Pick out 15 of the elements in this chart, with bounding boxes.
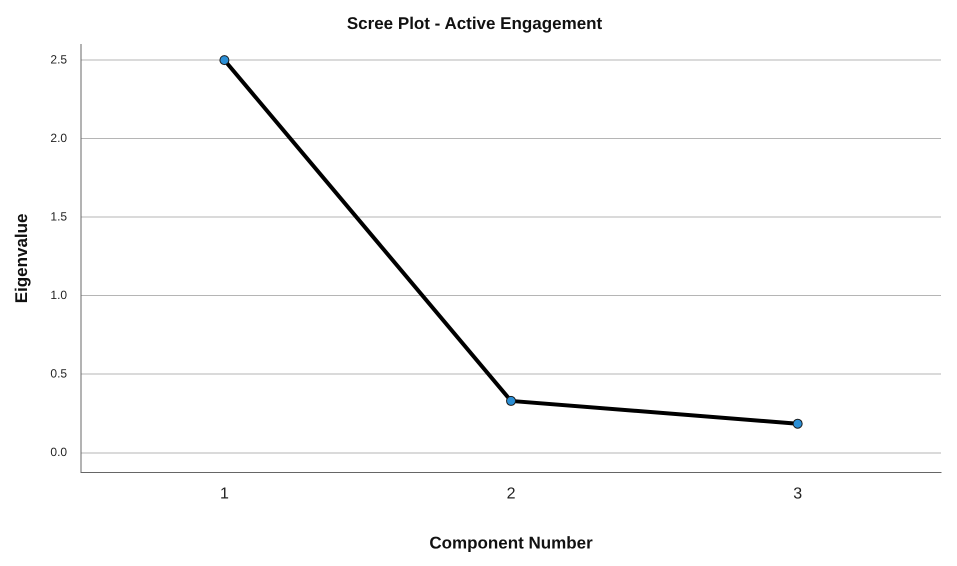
point xyxy=(219,55,230,66)
x-tick-label: 3 xyxy=(793,485,802,502)
x-axis-title: Component Number xyxy=(429,533,594,552)
y-tick-label: 2.5 xyxy=(50,52,68,66)
y-axis-title: Eigenvalue xyxy=(12,214,31,304)
point xyxy=(506,396,516,406)
y-tick-label: 2.0 xyxy=(50,130,68,145)
y-tick-label: 0.0 xyxy=(50,445,68,460)
point xyxy=(792,418,803,429)
chart-title: Scree Plot - Active Engagement xyxy=(346,14,603,33)
y-tick-label: 0.5 xyxy=(50,366,68,381)
y-tick-label: 1.0 xyxy=(50,288,68,302)
x-tick-label: 1 xyxy=(220,485,229,502)
x-tick-label: 2 xyxy=(506,485,516,502)
y-tick-label: 1.5 xyxy=(50,209,68,224)
